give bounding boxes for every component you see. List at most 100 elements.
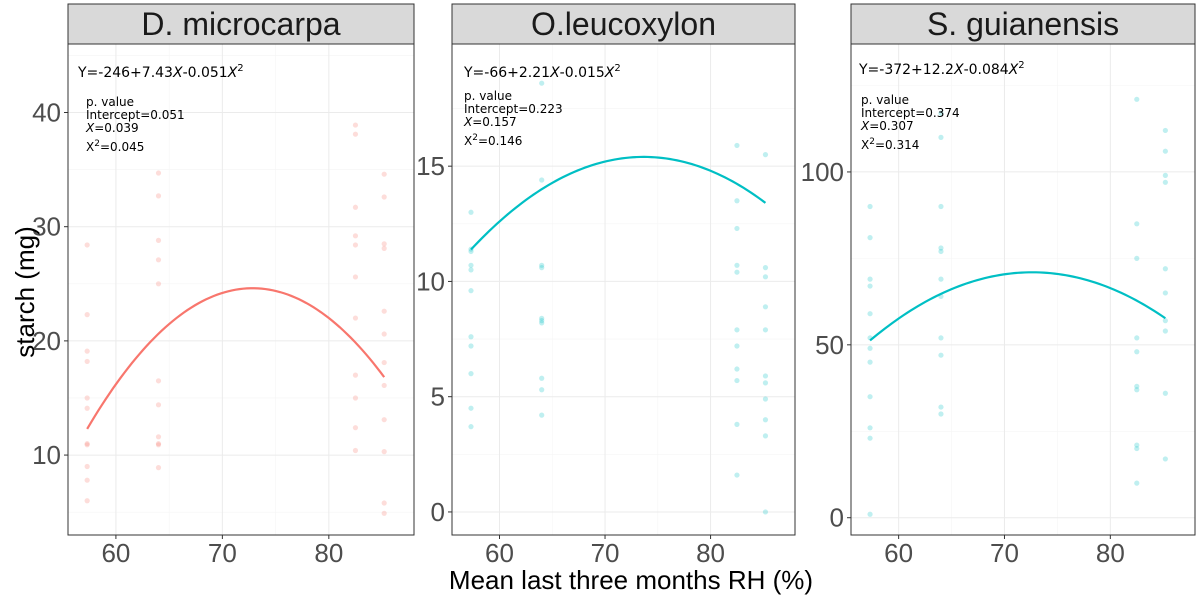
data-point xyxy=(1162,318,1168,324)
equation-mid: -0.015 xyxy=(560,65,605,81)
x-axis-title: Mean last three months RH (%) xyxy=(449,565,813,595)
data-point xyxy=(381,171,387,177)
y-axis-title: starch (mg) xyxy=(10,226,40,357)
data-point xyxy=(938,110,944,116)
data-point xyxy=(84,441,90,447)
y-tick-label: 50 xyxy=(815,330,844,360)
data-point xyxy=(938,276,944,282)
equation-mid: -0.051 xyxy=(183,65,228,81)
equation-prefix: Y=-372+12.2 xyxy=(858,62,954,78)
data-point xyxy=(1134,255,1140,261)
data-point xyxy=(468,209,474,215)
y-tick-label: 30 xyxy=(32,212,61,242)
data-point xyxy=(381,359,387,366)
y-tick-label: 15 xyxy=(416,151,445,181)
pvalue-x: X=0.039 xyxy=(85,121,139,135)
data-point xyxy=(1134,349,1140,355)
data-point xyxy=(762,417,769,423)
data-point xyxy=(155,434,162,440)
data-point xyxy=(1162,266,1168,272)
data-point xyxy=(155,378,162,384)
data-point xyxy=(867,394,873,400)
panel-border xyxy=(850,43,1196,536)
data-point xyxy=(381,245,387,251)
y-tick-label: 0 xyxy=(431,497,445,527)
x-tick-label: 80 xyxy=(1096,538,1125,568)
equation-sup: 2 xyxy=(237,63,243,74)
pvalue-intercept: Intercept=0.223 xyxy=(464,102,563,116)
equation-label: Y=-66+2.21X-0.015X2 xyxy=(463,63,621,81)
data-point xyxy=(762,274,769,280)
data-point xyxy=(1162,179,1168,185)
data-point xyxy=(938,134,944,140)
data-point xyxy=(762,509,769,515)
data-point xyxy=(84,358,90,365)
data-point xyxy=(381,194,387,200)
data-point xyxy=(539,262,545,268)
data-point xyxy=(762,380,769,386)
pvalue-heading: p. value xyxy=(464,89,512,103)
data-point xyxy=(938,335,944,341)
data-point xyxy=(468,288,474,294)
pvalue-x2: X2=0.314 xyxy=(861,137,919,152)
panel-title: O.leucoxylon xyxy=(531,6,716,42)
data-point xyxy=(468,334,474,340)
pvalue-x2-sup: 2 xyxy=(94,139,100,149)
data-point xyxy=(734,142,740,149)
pvalue-intercept: Intercept=0.374 xyxy=(861,106,960,120)
data-point xyxy=(155,402,162,408)
data-point xyxy=(84,395,90,401)
pvalue-x2: X2=0.045 xyxy=(86,139,144,154)
data-point xyxy=(352,122,359,128)
y-tick-label: 100 xyxy=(801,157,844,187)
y-tick-label: 5 xyxy=(431,382,445,412)
data-point xyxy=(734,343,740,349)
data-point xyxy=(867,511,873,517)
panel-border xyxy=(451,43,796,536)
pvalue-x2-base: X xyxy=(861,138,869,152)
data-point xyxy=(867,276,873,282)
data-point xyxy=(468,424,474,430)
x-tick-label: 60 xyxy=(884,538,913,568)
data-point xyxy=(1134,442,1140,448)
data-point xyxy=(352,204,359,210)
data-point xyxy=(539,387,545,393)
x-tick-label: 70 xyxy=(208,538,237,568)
data-point xyxy=(762,152,769,158)
data-point xyxy=(84,312,90,318)
equation-prefix: Y=-246+7.43 xyxy=(77,65,173,81)
data-point xyxy=(352,131,359,137)
data-point xyxy=(381,510,387,516)
data-point xyxy=(468,343,474,349)
data-point xyxy=(381,308,387,314)
data-point xyxy=(352,447,359,454)
data-point xyxy=(352,315,359,321)
data-point xyxy=(1162,456,1168,462)
data-point xyxy=(734,262,740,268)
equation-x2: X xyxy=(227,65,238,81)
data-point xyxy=(381,331,387,337)
pvalue-x-label: X xyxy=(860,119,870,133)
data-point xyxy=(381,241,387,247)
pvalue-x2-value: =0.045 xyxy=(100,140,144,154)
equation-x2: X xyxy=(1008,62,1019,78)
data-point xyxy=(938,203,944,210)
data-point xyxy=(734,225,740,232)
data-point xyxy=(734,269,740,275)
data-point xyxy=(84,498,90,504)
data-point xyxy=(381,449,387,455)
data-point xyxy=(155,281,162,287)
pvalue-heading: p. value xyxy=(861,93,909,107)
data-point xyxy=(352,242,359,248)
data-point xyxy=(1134,335,1140,341)
equation-x2: X xyxy=(604,65,615,81)
pvalue-x2-value: =0.314 xyxy=(875,138,919,152)
y-tick-label: 40 xyxy=(32,98,61,128)
data-point xyxy=(539,375,545,381)
data-point xyxy=(539,315,545,321)
pvalue-x2-value: =0.146 xyxy=(478,134,522,148)
equation-sup: 2 xyxy=(1018,60,1024,71)
equation-x: X xyxy=(953,62,964,78)
y-tick-label: 10 xyxy=(32,440,61,470)
